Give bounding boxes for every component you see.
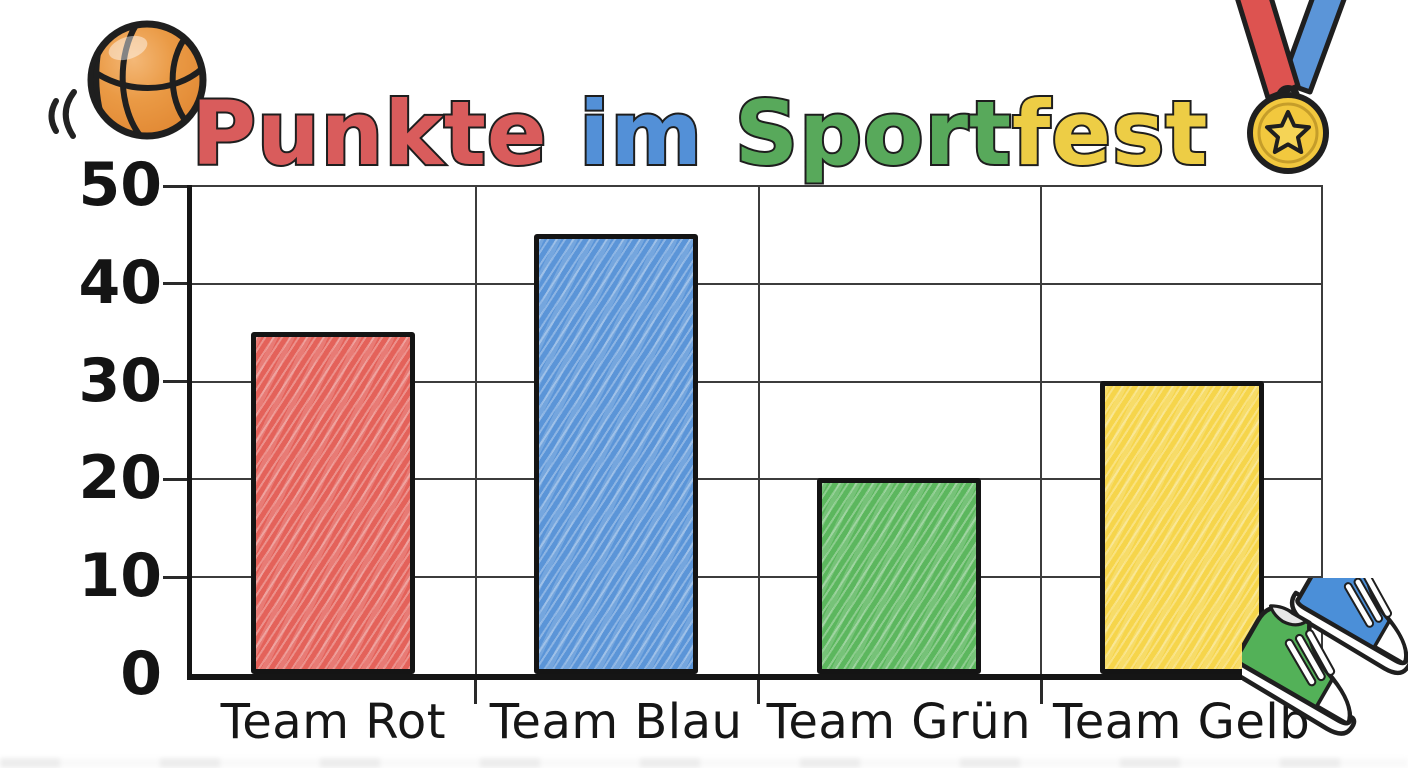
y-tick-10 bbox=[163, 575, 187, 579]
page-title: Punkte im Sport fest bbox=[150, 69, 1250, 199]
x-axis-label-team-blau: Team Blau bbox=[489, 694, 743, 750]
y-tick-label-30: 30 bbox=[78, 345, 163, 416]
bar-team-gr-n bbox=[816, 478, 981, 674]
y-tick-50 bbox=[163, 184, 187, 188]
y-tick-label-0: 0 bbox=[120, 639, 162, 709]
x-axis-label-team-gelb: Team Gelb bbox=[1053, 694, 1311, 750]
sneakers-icon bbox=[1242, 578, 1408, 736]
x-gridline-4 bbox=[1321, 185, 1323, 674]
x-gridline-2 bbox=[757, 185, 760, 674]
x-axis-label-team-gr-n: Team Grün bbox=[766, 694, 1032, 750]
bar-team-rot bbox=[251, 331, 416, 674]
x-tick-2 bbox=[757, 680, 760, 704]
x-tick-3 bbox=[1039, 680, 1043, 704]
y-tick-20 bbox=[163, 477, 187, 481]
y-tick-label-40: 40 bbox=[78, 247, 163, 318]
basketball-icon bbox=[48, 20, 207, 140]
plot-area: 0 10 20 30 40 50 Team Rot Team Blau Team Grün Tea… bbox=[79, 150, 1323, 750]
page-bottom-artifact bbox=[0, 758, 1408, 768]
x-gridline-1 bbox=[474, 185, 477, 674]
title-word-1: im bbox=[577, 80, 735, 187]
y-tick-30 bbox=[163, 380, 187, 384]
title-word-3: fest bbox=[1010, 80, 1209, 187]
x-axis-label-team-rot: Team Rot bbox=[220, 694, 447, 750]
y-tick-label-50: 50 bbox=[78, 150, 163, 220]
y-tick-label-20: 20 bbox=[78, 443, 163, 514]
bar-team-blau bbox=[534, 233, 699, 674]
x-gridline-3 bbox=[1040, 185, 1043, 674]
medal-icon bbox=[1235, 0, 1347, 174]
title-word-0: Punkte bbox=[190, 80, 580, 187]
bar-team-gelb bbox=[1099, 380, 1264, 674]
y-tick-label-10: 10 bbox=[78, 541, 163, 612]
x-tick-1 bbox=[474, 680, 478, 704]
title-word-2: Sport bbox=[733, 80, 1013, 187]
y-tick-40 bbox=[163, 282, 187, 286]
